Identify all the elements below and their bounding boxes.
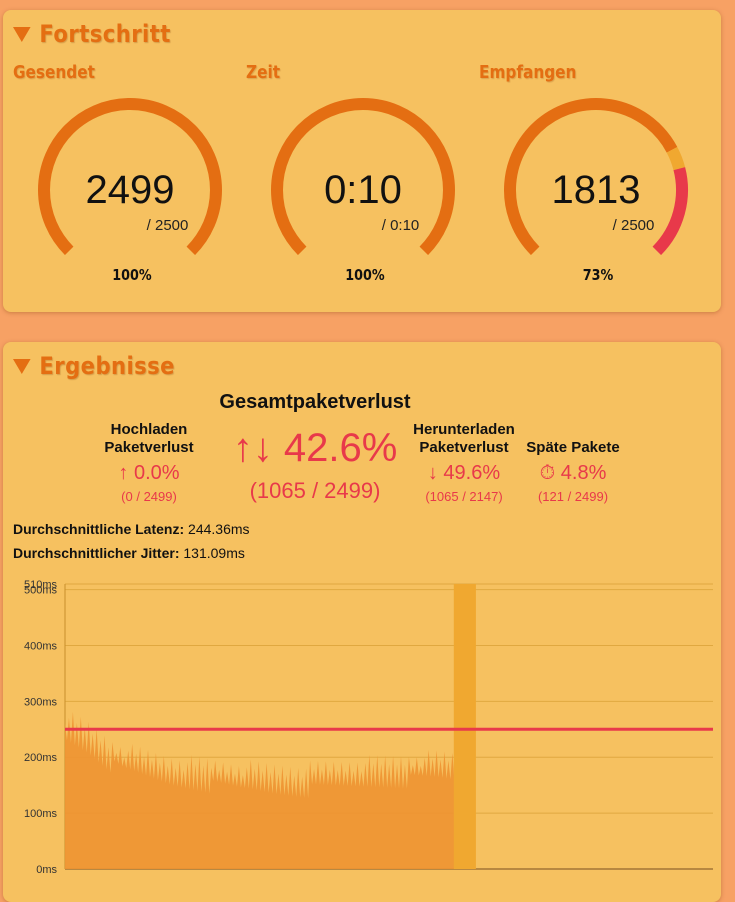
progress-card: Fortschritt Gesendet Zeit Empfangen 2499… <box>3 10 721 312</box>
progress-title: Fortschritt <box>39 20 171 48</box>
download-loss-detail: (1065 / 2147) <box>425 489 503 504</box>
sent-value: 2499 <box>85 168 175 212</box>
results-card: Ergebnisse Gesamtpaketverlust ↑↓ 42.6% (… <box>3 342 721 902</box>
time-gauge-ring <box>271 98 455 256</box>
y-tick-label: 510ms <box>24 579 58 591</box>
arrow-up-icon: ↑ <box>118 462 129 484</box>
late-spike-bar <box>453 584 466 869</box>
total-loss-value: ↑↓ 42.6% <box>232 426 398 470</box>
late-packets-title: Späte Pakete <box>526 439 620 456</box>
time-label: Zeit <box>246 62 281 83</box>
y-tick-label: 0ms <box>36 864 57 876</box>
y-tick-label: 100ms <box>24 808 58 820</box>
time-gauge: 0:10 / 0:10 100% <box>263 90 463 290</box>
y-tick-label: 500ms <box>24 585 58 597</box>
total-loss-detail: (1065 / 2499) <box>249 478 381 503</box>
sent-percent: 100% <box>112 266 152 284</box>
sent-gauge: 2499 / 2500 100% <box>30 90 230 290</box>
received-gauge: 1813 / 2500 73% <box>496 90 696 290</box>
time-value: 0:10 <box>324 168 402 212</box>
upload-loss-title: Hochladen Paketverlust <box>104 421 194 456</box>
received-percent: 73% <box>582 266 614 284</box>
download-loss-value: ↓ 49.6% <box>427 462 501 484</box>
avg-latency: Durchschnittliche Latenz: 244.36ms <box>13 521 250 537</box>
results-header[interactable]: Ergebnisse <box>13 352 175 380</box>
collapse-triangle-icon[interactable] <box>13 26 31 42</box>
received-gauge-ring <box>504 98 688 256</box>
up-down-arrows-icon: ↑↓ <box>232 426 273 470</box>
y-tick-label: 200ms <box>24 752 58 764</box>
progress-header[interactable]: Fortschritt <box>13 20 171 48</box>
results-title: Ergebnisse <box>39 352 175 380</box>
late-spike-bar <box>464 584 476 869</box>
late-packets-detail: (121 / 2499) <box>537 489 609 504</box>
received-max: / 2500 <box>612 217 655 234</box>
sent-label: Gesendet <box>13 62 95 83</box>
received-value: 1813 <box>551 168 641 212</box>
received-label: Empfangen <box>479 62 577 83</box>
time-percent: 100% <box>345 266 385 284</box>
time-max: / 0:10 <box>381 217 420 234</box>
avg-jitter: Durchschnittlicher Jitter: 131.09ms <box>13 545 245 561</box>
collapse-triangle-icon[interactable] <box>13 358 31 374</box>
download-loss-title: Herunterladen Paketverlust <box>413 421 515 456</box>
upload-loss-value: ↑ 0.0% <box>118 462 180 484</box>
y-tick-label: 300ms <box>24 696 58 708</box>
total-loss-title: Gesamtpaketverlust <box>219 391 411 413</box>
late-packets-value: ⏱ 4.8% <box>539 462 607 484</box>
y-tick-label: 400ms <box>24 640 58 652</box>
latency-area <box>65 711 461 869</box>
arrow-down-icon: ↓ <box>427 462 438 484</box>
upload-loss-detail: (0 / 2499) <box>121 489 177 504</box>
sent-gauge-ring <box>38 98 222 256</box>
stopwatch-icon: ⏱ <box>539 462 556 484</box>
sent-max: / 2500 <box>146 217 189 234</box>
